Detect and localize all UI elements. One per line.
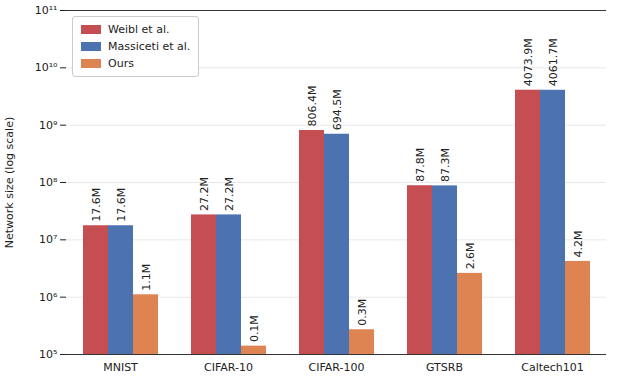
svg-text:CIFAR-100: CIFAR-100 [309,361,365,374]
svg-text:4073.9M: 4073.9M [522,38,535,86]
svg-text:10⁹: 10⁹ [39,119,57,132]
html-text:Weibl et al.: Weibl et al. [108,23,170,36]
svg-text:4061.7M: 4061.7M [547,38,560,86]
svg-text:10⁸: 10⁸ [39,176,58,189]
html-text:Massiceti et al.: Massiceti et al. [108,40,191,53]
svg-text:27.2M: 27.2M [198,177,211,211]
svg-text:10⁶: 10⁶ [39,291,58,304]
svg-text:Network size (log scale): Network size (log scale) [3,117,16,248]
html-text:Ours: Ours [108,57,134,70]
svg-text:10⁷: 10⁷ [39,233,57,246]
svg-text:694.5M: 694.5M [331,89,344,130]
svg-text:Caltech101: Caltech101 [521,361,584,374]
svg-text:0.3M: 0.3M [356,299,369,326]
svg-text:2.6M: 2.6M [464,242,477,269]
svg-text:10¹⁰: 10¹⁰ [35,61,58,74]
svg-text:1.1M: 1.1M [140,264,153,291]
svg-text:27.2M: 27.2M [223,177,236,211]
svg-text:0.1M: 0.1M [248,315,261,342]
svg-text:4.2M: 4.2M [572,230,585,257]
svg-text:87.8M: 87.8M [414,148,427,182]
svg-text:GTSRB: GTSRB [426,361,463,374]
svg-text:MNIST: MNIST [103,361,138,374]
svg-text:17.6M: 17.6M [115,188,128,222]
svg-text:87.3M: 87.3M [439,148,452,182]
svg-text:10⁵: 10⁵ [39,348,57,361]
svg-text:806.4M: 806.4M [306,86,319,127]
svg-text:CIFAR-10: CIFAR-10 [204,361,253,374]
svg-text:17.6M: 17.6M [90,188,103,222]
svg-text:10¹¹: 10¹¹ [35,4,58,17]
